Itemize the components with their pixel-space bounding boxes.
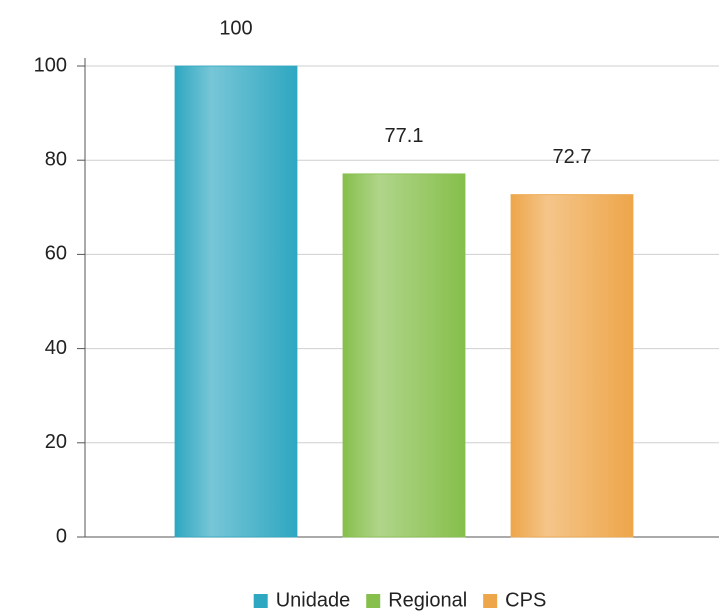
data-label: 77.1 xyxy=(385,125,424,147)
y-tick-label: 100 xyxy=(34,54,67,76)
legend-label: CPS xyxy=(505,589,546,611)
y-tick-label: 0 xyxy=(56,525,67,547)
y-tick-label: 80 xyxy=(45,148,67,170)
y-tick-label: 60 xyxy=(45,243,67,265)
legend-swatch xyxy=(253,594,268,608)
bar xyxy=(510,194,634,538)
data-label: 100 xyxy=(219,17,252,39)
legend-swatch xyxy=(366,594,381,608)
legend-label: Regional xyxy=(388,589,467,611)
legend: Unidade Regional CPS xyxy=(253,589,546,611)
bar xyxy=(342,173,466,538)
legend-swatch xyxy=(483,594,498,608)
bar xyxy=(174,65,298,538)
legend-label: Unidade xyxy=(276,589,351,611)
y-tick-label: 20 xyxy=(45,431,67,453)
data-label: 72.7 xyxy=(553,146,592,168)
y-tick-label: 40 xyxy=(45,337,67,359)
